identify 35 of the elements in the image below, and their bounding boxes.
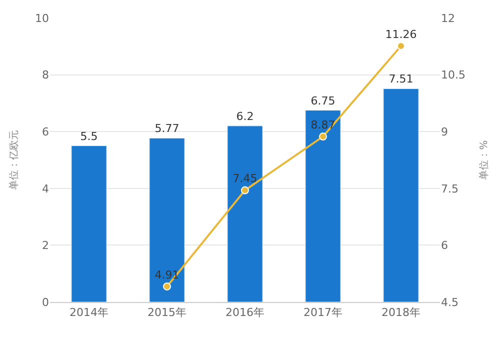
- y-tick-label: 4: [42, 182, 49, 196]
- y2-tick-label: 9: [441, 125, 448, 138]
- y-tick-label: 6: [42, 125, 49, 138]
- y2-tick-label: 6: [441, 239, 448, 252]
- y2-tick-label: 10.5: [441, 68, 466, 82]
- y-axis-title: 单位：亿欧元: [8, 130, 20, 190]
- point: [319, 132, 327, 141]
- point: [241, 186, 249, 194]
- y-tick-label: 0: [42, 296, 49, 309]
- point: [397, 42, 405, 50]
- data-label: 7.45: [232, 172, 258, 186]
- bar: [227, 126, 263, 302]
- data-label: 6.75: [310, 94, 336, 108]
- x-tick-label: 2014年: [70, 306, 108, 320]
- y-tick-label: 2: [42, 239, 49, 252]
- point: [163, 282, 171, 290]
- data-label: 7.51: [388, 72, 414, 86]
- bar: [149, 138, 185, 302]
- y2-tick-label: 4.5: [441, 296, 458, 309]
- x-tick-label: 2017年: [304, 306, 342, 320]
- data-label: 5.5: [80, 130, 98, 143]
- bar: [71, 146, 107, 302]
- data-label: 6.2: [236, 110, 254, 123]
- y-tick-label: 10: [35, 12, 49, 25]
- x-tick-label: 2016年: [226, 306, 264, 320]
- y2-axis-title: 单位：%: [478, 140, 490, 180]
- y-tick-label: 8: [42, 68, 49, 82]
- bar: [383, 88, 419, 302]
- y2-tick-label: 7.5: [441, 182, 458, 196]
- x-tick-label: 2018年: [382, 306, 420, 320]
- data-label: 5.77: [154, 122, 180, 136]
- bar: [305, 110, 341, 302]
- y2-tick-label: 12: [441, 12, 455, 25]
- x-tick-label: 2015年: [148, 306, 186, 320]
- data-label: 11.26: [385, 28, 417, 41]
